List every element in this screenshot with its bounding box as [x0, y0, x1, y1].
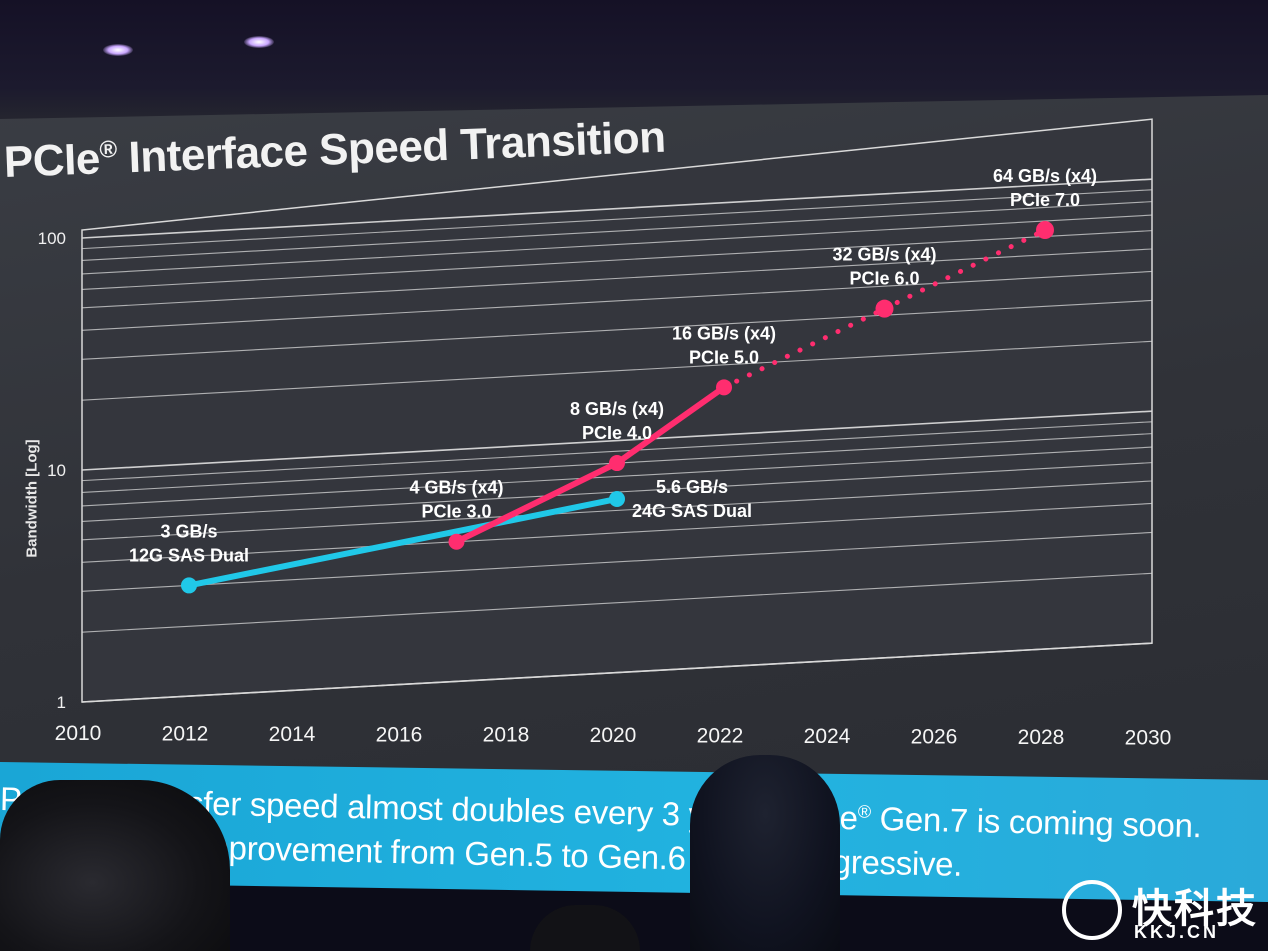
x-tick-label: 2030	[1125, 726, 1172, 749]
minor-gridline	[81, 230, 1153, 291]
x-tick-label: 2014	[269, 723, 316, 746]
data-point	[181, 577, 197, 594]
projected-series-segment	[882, 227, 1048, 312]
watermark: 快科技 KKJ.CN	[1062, 876, 1262, 946]
y-tick-label: 100	[38, 229, 66, 248]
minor-gridline	[81, 248, 1153, 309]
minor-gridline	[81, 480, 1153, 541]
stage-light	[103, 44, 133, 56]
projected-series-segment	[721, 306, 887, 390]
stage-light	[244, 36, 274, 48]
x-tick-label: 2010	[55, 722, 102, 745]
data-point	[609, 490, 625, 507]
data-label-value: 32 GB/s (x4)	[832, 245, 936, 265]
data-point	[448, 533, 465, 550]
minor-gridline	[81, 531, 1153, 592]
data-label-value: 16 GB/s (x4)	[672, 323, 776, 343]
audience-silhouette	[0, 780, 230, 951]
watermark-text: 快科技	[1132, 887, 1258, 931]
data-point	[609, 455, 625, 472]
y-tick-label: 1	[57, 693, 66, 712]
y-tick-label: 10	[47, 461, 66, 480]
minor-gridline	[81, 502, 1153, 563]
data-label-name: 12G SAS Dual	[129, 545, 249, 565]
data-label-value: 3 GB/s	[160, 521, 217, 541]
minor-gridline	[81, 421, 1153, 482]
minor-gridline	[81, 189, 1153, 250]
data-label-name: PCIe 3.0	[421, 502, 491, 522]
x-tick-label: 2012	[162, 722, 209, 745]
minor-gridline	[81, 201, 1153, 262]
minor-gridline	[81, 299, 1153, 360]
data-label-value: 64 GB/s (x4)	[993, 166, 1097, 186]
data-point	[875, 299, 894, 318]
data-label-value: 4 GB/s (x4)	[409, 478, 503, 498]
series-segment	[186, 495, 620, 589]
minor-gridline	[81, 214, 1153, 275]
watermark-logo-icon	[1062, 880, 1122, 940]
x-tick-label: 2020	[590, 724, 637, 747]
data-label-name: PCIe 7.0	[1010, 190, 1080, 210]
data-point	[1036, 221, 1054, 240]
data-label-name: PCIe 5.0	[689, 347, 759, 367]
data-label-name: PCIe 6.0	[849, 269, 919, 289]
series-segment	[453, 460, 620, 545]
data-point	[716, 379, 732, 396]
minor-gridline	[81, 340, 1153, 401]
major-gridline	[81, 642, 1153, 703]
major-gridline	[81, 178, 1153, 239]
x-tick-label: 2016	[376, 723, 423, 746]
series-segment	[614, 384, 727, 467]
minor-gridline	[81, 446, 1153, 507]
data-label-name: 24G SAS Dual	[632, 501, 752, 521]
data-label-value: 8 GB/s (x4)	[570, 399, 664, 419]
data-label-value: 5.6 GB/s	[656, 477, 728, 497]
x-tick-label: 2026	[911, 725, 958, 748]
data-label-name: PCIe 4.0	[582, 423, 652, 443]
watermark-url: KKJ.CN	[1134, 922, 1220, 942]
minor-gridline	[81, 572, 1153, 633]
minor-gridline	[81, 270, 1153, 331]
x-tick-label: 2022	[697, 725, 744, 748]
x-tick-label: 2028	[1018, 726, 1065, 749]
major-gridline	[81, 410, 1153, 471]
x-tick-label: 2018	[483, 724, 530, 747]
presenter-silhouette	[690, 755, 840, 951]
x-tick-label: 2024	[804, 725, 851, 748]
